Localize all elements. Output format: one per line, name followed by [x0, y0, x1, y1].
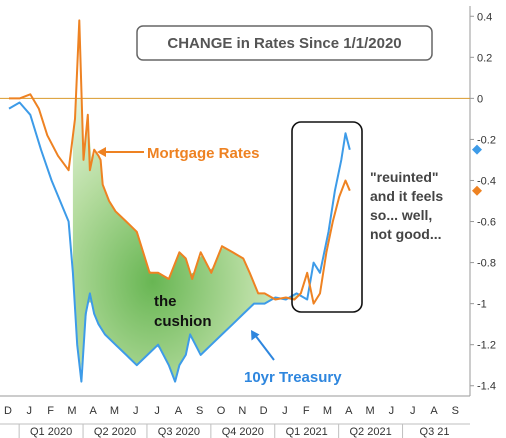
y-axis-ticks: 0.4 0.2 0 -0.2 -0.4 -0.6 -0.8 -1 -1.2 -1.4 — [470, 11, 496, 393]
y-tick-label: 0.2 — [477, 52, 492, 64]
mortgage-annotation: Mortgage Rates — [97, 145, 260, 162]
cushion-label-line-2: cushion — [154, 313, 212, 330]
x-quarter-label: Q1 2021 — [286, 426, 328, 438]
x-month-label: S — [196, 405, 203, 417]
x-quarter-label: Q1 2020 — [30, 426, 72, 438]
y-tick-label: -1.4 — [477, 381, 496, 393]
y-tick-label: -0.4 — [477, 175, 496, 187]
end-marker — [472, 185, 482, 196]
highlight-box — [291, 121, 363, 313]
cushion-label-line-1: the — [154, 293, 177, 310]
end-markers — [472, 144, 482, 196]
x-month-label: M — [67, 405, 76, 417]
x-month-label: M — [110, 405, 119, 417]
cushion-annotation: the cushion — [154, 293, 212, 330]
x-month-label: J — [27, 405, 33, 417]
chart-title-border — [136, 25, 433, 61]
y-tick-label: -1 — [477, 299, 487, 311]
x-month-label: A — [430, 405, 438, 417]
x-month-label: J — [389, 405, 395, 417]
series-line-10yr-treasury — [8, 101, 351, 383]
x-month-label: D — [260, 405, 268, 417]
x-month-label: F — [303, 405, 310, 417]
x-quarter-label: Q3 21 — [420, 426, 450, 438]
x-month-label: J — [410, 405, 416, 417]
x-month-label: D — [4, 405, 12, 417]
reunited-annotation: "reuinted" and it feels so... well, not … — [370, 169, 443, 242]
reunited-line-4: not good... — [370, 226, 442, 242]
x-quarter-label: Q3 2020 — [158, 426, 200, 438]
x-month-label: J — [282, 405, 288, 417]
x-month-label: A — [175, 405, 183, 417]
x-month-label: J — [154, 405, 160, 417]
x-quarter-label: Q2 2021 — [349, 426, 391, 438]
treasury-arrow-head — [251, 330, 260, 341]
x-month-label: A — [90, 405, 98, 417]
reunited-line-2: and it feels — [370, 188, 443, 204]
end-marker — [472, 144, 482, 155]
treasury-annotation: 10yr Treasury — [244, 330, 342, 386]
x-quarter-label: Q2 2020 — [94, 426, 136, 438]
chart-title: CHANGE in Rates Since 1/1/2020 — [167, 35, 401, 52]
y-tick-label: -0.6 — [477, 217, 496, 229]
reunited-line-1: "reuinted" — [370, 169, 439, 185]
cushion-fill-area — [72, 98, 301, 381]
10yr-treasury-label: 10yr Treasury — [244, 369, 342, 386]
y-tick-label: -0.2 — [477, 134, 496, 146]
x-axis-quarter-labels: Q1 2020 Q2 2020 Q3 2020 Q4 2020 Q1 2021 Q2 20… — [0, 423, 470, 438]
chart-title-box: CHANGE in Rates Since 1/1/2020 — [136, 25, 433, 61]
y-tick-label: -0.8 — [477, 258, 496, 270]
plot-frame — [0, 6, 471, 397]
x-quarter-label: Q4 2020 — [222, 426, 264, 438]
x-month-label: M — [366, 405, 375, 417]
x-month-label: J — [133, 405, 139, 417]
mortgage-rates-label: Mortgage Rates — [147, 145, 260, 162]
y-tick-label: 0 — [477, 93, 483, 105]
x-month-label: N — [238, 405, 246, 417]
series-line-mortgage-rates — [9, 19, 351, 305]
mortgage-arrow-head — [97, 147, 106, 157]
y-tick-label: -1.2 — [477, 340, 496, 352]
x-month-label: O — [217, 405, 226, 417]
x-month-label: M — [323, 405, 332, 417]
y-tick-label: 0.4 — [477, 11, 492, 23]
x-month-label: S — [452, 405, 459, 417]
reunited-line-3: so... well, — [370, 207, 432, 223]
x-month-label: A — [345, 405, 353, 417]
x-month-label: F — [47, 405, 54, 417]
treasury-arrow — [254, 334, 275, 361]
